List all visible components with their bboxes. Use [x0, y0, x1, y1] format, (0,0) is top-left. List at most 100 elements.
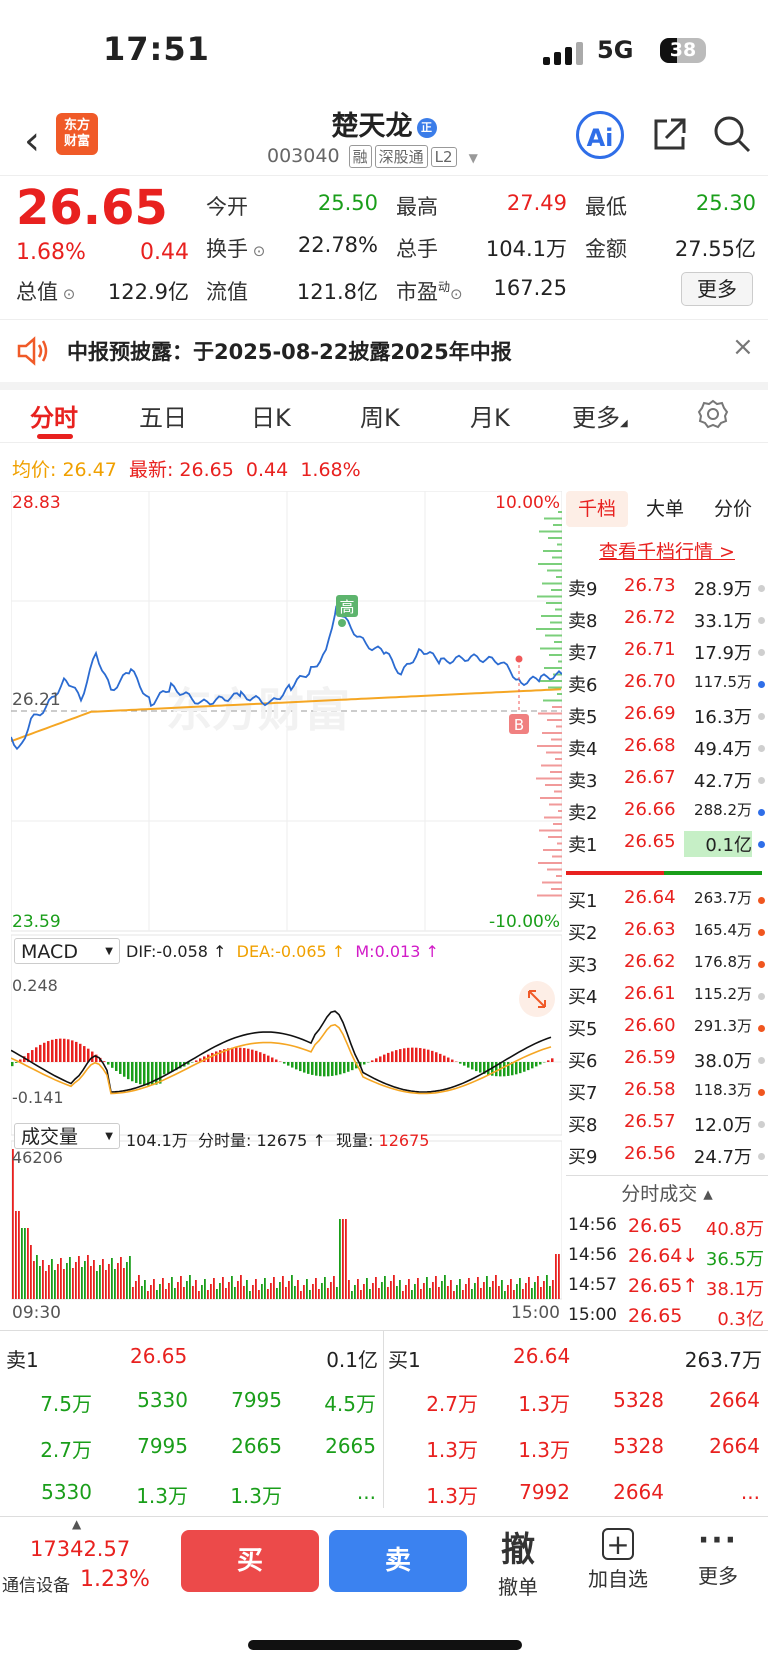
- macd-bar: [303, 1062, 306, 1073]
- volume-bar: [513, 1290, 515, 1299]
- macd-bar: [143, 1062, 146, 1085]
- volume-bar: [213, 1278, 215, 1299]
- depth-link[interactable]: 查看千档行情 >: [566, 537, 768, 564]
- tab-5day[interactable]: 五日: [139, 398, 187, 433]
- volume-bar: [339, 1219, 341, 1299]
- macd-bar: [371, 1060, 374, 1062]
- ai-button[interactable]: Ai: [576, 111, 624, 159]
- volume-bar: [378, 1288, 380, 1299]
- trades-header[interactable]: 分时成交 ▴: [566, 1179, 768, 1206]
- volume-bar: [129, 1256, 131, 1299]
- tab-more[interactable]: 更多◢: [572, 398, 628, 433]
- volume-bar: [492, 1281, 494, 1299]
- macd-bar: [383, 1055, 386, 1062]
- tab-monthly[interactable]: 月K: [470, 398, 510, 433]
- level-label: 卖8: [568, 607, 597, 633]
- network-type: 5G: [597, 36, 633, 64]
- macd-bar: [411, 1048, 414, 1062]
- add-watchlist-button[interactable]: + 加自选: [578, 1522, 658, 1592]
- more-quote-button[interactable]: 更多: [681, 272, 753, 306]
- queue-cell: 1.3万: [108, 1480, 188, 1509]
- tab-intraday[interactable]: 分时: [30, 398, 78, 433]
- intraday-chart[interactable]: 东方财富 高 B 28.83 26.21 23.59 10.00% -10.00…: [11, 491, 562, 1321]
- sector-name[interactable]: 通信设备: [2, 1571, 70, 1596]
- tab-daily[interactable]: 日K: [251, 398, 291, 433]
- level-label: 买3: [568, 951, 597, 977]
- depth-bar: [537, 895, 562, 897]
- depth-bar: [556, 576, 562, 578]
- macd-bar: [435, 1052, 438, 1062]
- depth-bar: [545, 635, 562, 637]
- volume-bar: [528, 1277, 530, 1299]
- macd-bar: [31, 1050, 34, 1062]
- level-dot: [758, 1057, 765, 1064]
- more-button[interactable]: ··· 更多: [678, 1522, 758, 1589]
- tab-depth[interactable]: 千档: [566, 491, 628, 527]
- macd-bar: [311, 1062, 314, 1075]
- index-value[interactable]: 17342.57: [30, 1537, 130, 1561]
- volume-bar: [537, 1276, 539, 1299]
- depth-bar: [536, 778, 562, 780]
- volume-bar: [414, 1284, 416, 1299]
- depth-bar: [556, 726, 562, 728]
- cancel-order-button[interactable]: 撤 撤单: [478, 1522, 558, 1600]
- tab-large-orders[interactable]: 大单: [634, 491, 696, 527]
- volume-select[interactable]: 成交量▼: [14, 1123, 120, 1149]
- last-value: 26.65: [179, 459, 233, 481]
- macd-select[interactable]: MACD▼: [14, 938, 120, 964]
- volume-bar: [438, 1287, 440, 1299]
- close-icon[interactable]: ×: [732, 332, 754, 362]
- depth-bar: [552, 856, 562, 858]
- macd-bar: [167, 1062, 170, 1073]
- search-icon[interactable]: [712, 114, 752, 154]
- volume-bar: [234, 1287, 236, 1299]
- volume-bar: [387, 1287, 389, 1299]
- macd-bar: [231, 1048, 234, 1062]
- share-icon[interactable]: [651, 115, 689, 153]
- current-price: 26.65: [16, 180, 168, 236]
- intraday-info: 均价: 26.47 最新: 26.65 0.44 1.68%: [12, 455, 361, 482]
- turnover-label: 换手 ⊙: [206, 233, 265, 263]
- depth-bar: [555, 758, 562, 760]
- volume-bar: [138, 1275, 140, 1299]
- queue-cell: 2664: [584, 1480, 664, 1504]
- tab-price-dist[interactable]: 分价: [702, 491, 764, 527]
- sell-button[interactable]: 卖: [329, 1530, 467, 1592]
- volume-bar: [486, 1276, 488, 1299]
- macd-bar: [247, 1049, 250, 1062]
- settings-icon[interactable]: [697, 398, 729, 430]
- macd-bar: [47, 1041, 50, 1062]
- volume-bar: [246, 1280, 248, 1299]
- buy-button[interactable]: 买: [181, 1530, 319, 1592]
- level-volume: 38.0万: [684, 1047, 752, 1073]
- more-label: 更多: [678, 1560, 758, 1589]
- open-value: 25.50: [290, 191, 378, 215]
- macd-bar: [195, 1060, 198, 1062]
- notice-banner[interactable]: 中报预披露：于2025-08-22披露2025年中报 ×: [0, 319, 768, 390]
- queue-cell: 4.5万: [296, 1388, 376, 1417]
- tab-weekly[interactable]: 周K: [360, 398, 400, 433]
- buy1-label: 买1: [388, 1344, 421, 1373]
- macd-bar: [467, 1062, 470, 1068]
- macd-bar: [459, 1062, 462, 1064]
